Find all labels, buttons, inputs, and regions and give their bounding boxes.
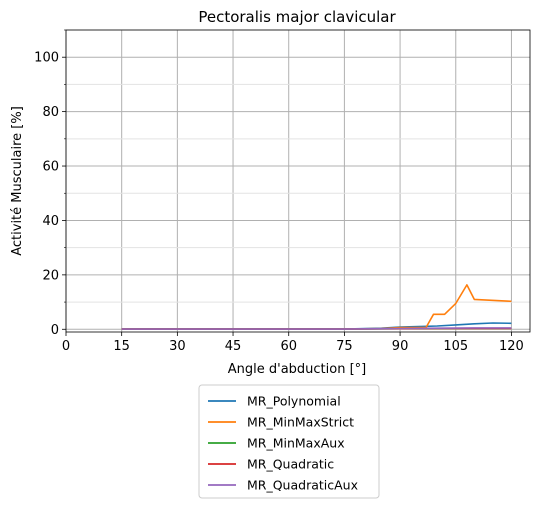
legend-entry-label: MR_Polynomial [247, 394, 341, 409]
x-tick-label: 45 [225, 339, 242, 354]
series-line-MR_MinMaxStrict [121, 284, 512, 330]
legend-entry-label: MR_MinMaxStrict [247, 415, 354, 430]
chart-title: Pectoralis major clavicular [198, 8, 396, 26]
y-axis-ticks: 0 20 40 60 80 100 [34, 29, 66, 338]
x-tick-label: 75 [336, 339, 353, 354]
y-tick-label: 40 [42, 214, 59, 229]
x-tick-label: 60 [280, 339, 297, 354]
legend-box [198, 384, 380, 499]
legend: MR_Polynomial MR_MinMaxStrict MR_MinMaxAux… [198, 384, 380, 499]
y-axis-label: Activité Musculaire [%] [10, 106, 25, 256]
x-tick-label: 15 [113, 339, 130, 354]
y-tick-label: 80 [42, 105, 59, 120]
x-axis-label: Angle d'abduction [°] [228, 362, 367, 377]
x-tick-label: 90 [392, 339, 409, 354]
series-lines [121, 284, 512, 330]
grid-lines [65, 29, 530, 332]
legend-entry-label: MR_Quadratic [247, 457, 334, 472]
x-axis-ticks: 0 15 30 45 60 75 90 105 120 [62, 332, 524, 354]
x-tick-label: 30 [169, 339, 186, 354]
y-tick-label: 60 [42, 160, 59, 175]
plot-frame [65, 29, 531, 333]
x-tick-label: 120 [499, 339, 524, 354]
x-tick-label: 0 [62, 339, 70, 354]
legend-entry-label: MR_QuadraticAux [247, 478, 358, 493]
y-tick-label: 0 [51, 323, 59, 338]
series-line-MR_QuadraticAux [121, 327, 512, 330]
x-tick-label: 105 [443, 339, 468, 354]
legend-entry-label: MR_MinMaxAux [247, 436, 345, 451]
y-tick-label: 100 [34, 51, 59, 66]
y-tick-label: 20 [42, 268, 59, 283]
